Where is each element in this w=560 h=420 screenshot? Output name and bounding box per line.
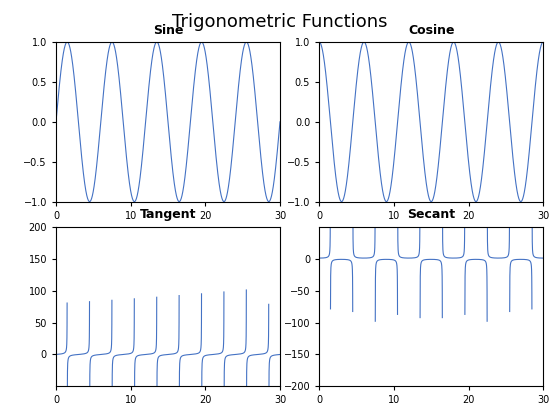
- Text: Trigonometric Functions: Trigonometric Functions: [172, 13, 388, 31]
- Title: Cosine: Cosine: [408, 24, 455, 37]
- Title: Sine: Sine: [153, 24, 183, 37]
- Title: Secant: Secant: [407, 208, 455, 221]
- Title: Tangent: Tangent: [140, 208, 196, 221]
